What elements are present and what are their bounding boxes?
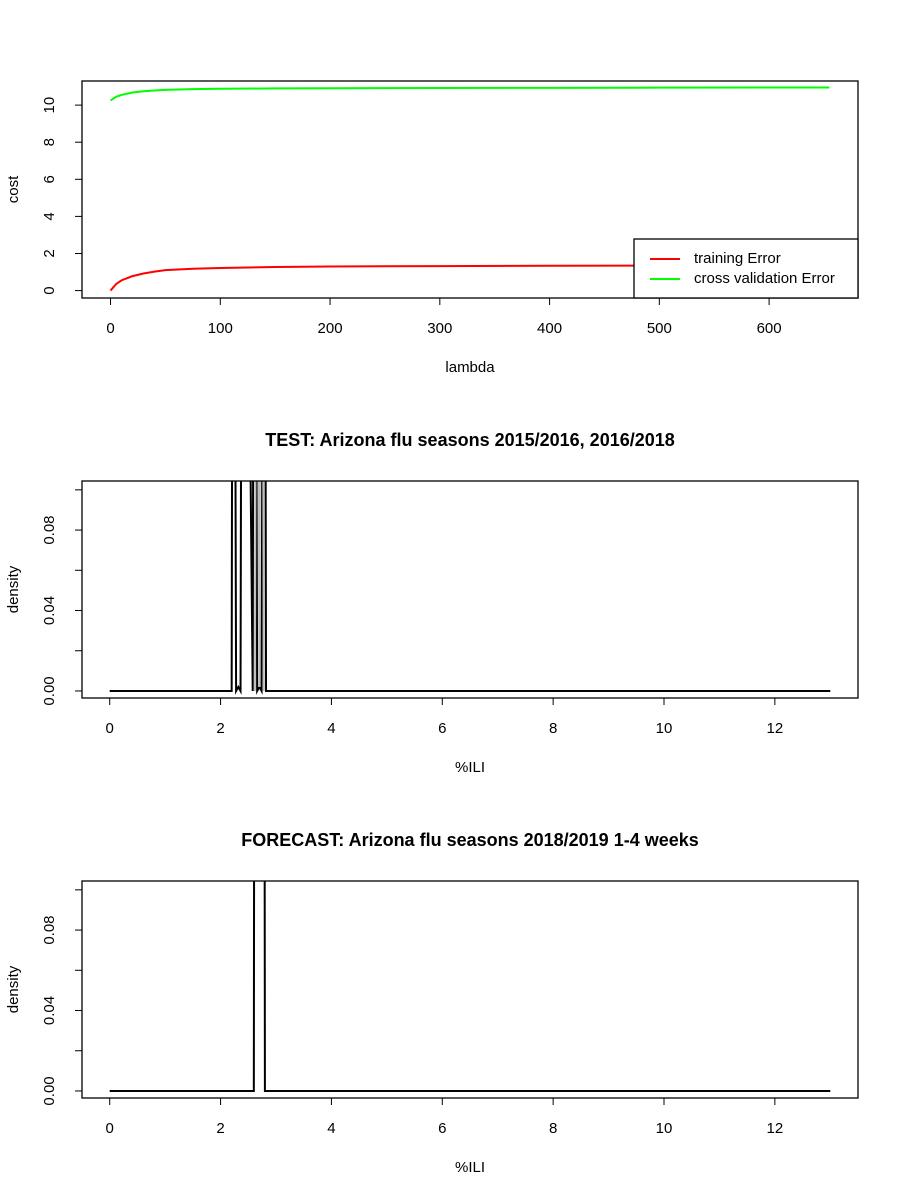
data-line xyxy=(253,481,265,691)
y-tick-label: 4 xyxy=(41,212,58,220)
y-axis-label: cost xyxy=(5,175,22,203)
x-tick-label: 600 xyxy=(757,320,782,337)
x-tick-label: 8 xyxy=(549,1120,557,1137)
x-tick-label: 6 xyxy=(438,720,446,737)
x-tick-label: 10 xyxy=(656,1120,673,1137)
x-tick-label: 12 xyxy=(767,1120,784,1137)
chart-title: TEST: Arizona flu seasons 2015/2016, 201… xyxy=(265,430,675,450)
x-axis-label: %ILI xyxy=(455,1159,485,1176)
x-tick-label: 100 xyxy=(208,320,233,337)
x-tick-label: 6 xyxy=(438,1120,446,1137)
x-tick-label: 8 xyxy=(549,720,557,737)
x-tick-label: 200 xyxy=(318,320,343,337)
y-tick-label: 0.04 xyxy=(41,596,58,625)
y-tick-label: 0.00 xyxy=(41,676,58,705)
data-line xyxy=(109,881,831,1092)
plot-area xyxy=(109,881,831,1092)
legend-box xyxy=(633,238,859,299)
plot-area xyxy=(109,481,831,695)
y-axis-label: density xyxy=(5,965,22,1013)
x-tick-label: 2 xyxy=(216,720,224,737)
y-tick-label: 8 xyxy=(41,138,58,146)
x-tick-label: 400 xyxy=(537,320,562,337)
x-tick-label: 500 xyxy=(647,320,672,337)
x-tick-label: 10 xyxy=(656,720,673,737)
y-tick-label: 0.04 xyxy=(41,996,58,1025)
chart-title: FORECAST: Arizona flu seasons 2018/2019 … xyxy=(241,830,699,850)
x-axis-label: %ILI xyxy=(455,759,485,776)
plot-frame xyxy=(81,480,859,699)
plot-area xyxy=(109,86,830,292)
y-tick-label: 10 xyxy=(41,97,58,114)
y-axis-label: density xyxy=(5,565,22,613)
data-line xyxy=(109,481,831,695)
y-tick-label: 2 xyxy=(41,249,58,257)
plot-frame xyxy=(81,80,859,299)
y-tick-label: 0.00 xyxy=(41,1076,58,1105)
y-tick-label: 6 xyxy=(41,175,58,183)
x-tick-label: 0 xyxy=(106,1120,114,1137)
data-line xyxy=(109,86,830,102)
legend-label: training Error xyxy=(694,250,781,267)
y-tick-label: 0.08 xyxy=(41,515,58,544)
y-tick-label: 0.08 xyxy=(41,915,58,944)
x-axis-label: lambda xyxy=(445,359,495,376)
x-tick-label: 12 xyxy=(767,720,784,737)
plot-frame xyxy=(81,880,859,1099)
x-tick-label: 2 xyxy=(216,1120,224,1137)
x-tick-label: 0 xyxy=(106,320,114,337)
y-tick-label: 0 xyxy=(41,286,58,294)
x-tick-label: 4 xyxy=(327,1120,335,1137)
x-tick-label: 300 xyxy=(427,320,452,337)
x-tick-label: 4 xyxy=(327,720,335,737)
data-line xyxy=(109,264,830,292)
x-tick-label: 0 xyxy=(106,720,114,737)
legend-label: cross validation Error xyxy=(694,270,835,287)
